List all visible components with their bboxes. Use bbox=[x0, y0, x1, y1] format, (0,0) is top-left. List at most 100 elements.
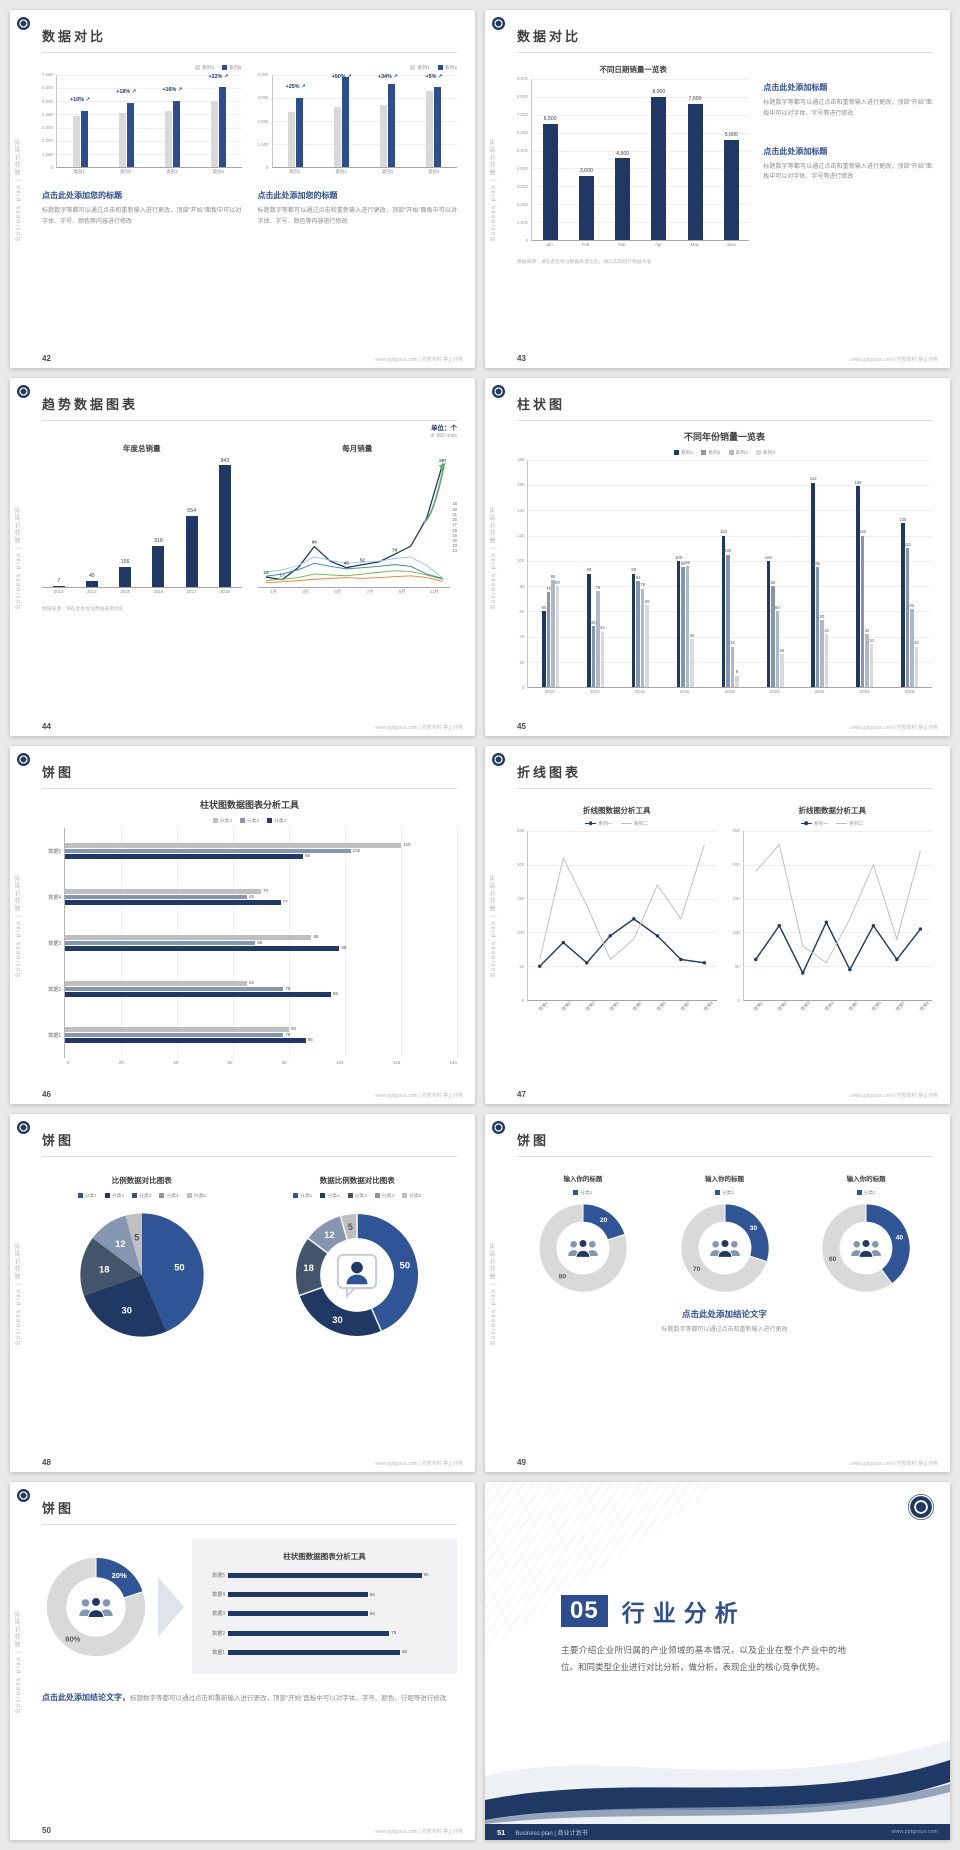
slide-title: 折线图表 bbox=[517, 765, 582, 780]
arrow-funnel-shape bbox=[158, 1576, 184, 1637]
brand-logo-icon bbox=[492, 385, 505, 398]
svg-text:52: 52 bbox=[359, 558, 365, 563]
chart-legend: 系列1 系列2 bbox=[42, 64, 242, 71]
unit-main: 单位：个 bbox=[431, 425, 457, 432]
footer-note: www.pptgroux.com | 内部资料 禁止外传 bbox=[850, 357, 938, 363]
block-body: 标题数字等都可以通过点击和重新输入进行更改，顶部“开始”面板中可以对字体、字号、… bbox=[42, 208, 242, 225]
section-content: 05 行业分析 主要介绍企业所归属的产业领域的基本情况，以及企业在整个产业中的地… bbox=[561, 1594, 861, 1675]
data-source-note: 数据来源：请在此处标注数据来源出处 bbox=[42, 607, 124, 612]
side-watermark: Business plan | 商业计划书 bbox=[16, 137, 22, 241]
slide-44-content: 趋势数据图表 单位：个 in '000 units 年度总销量 7 45 156 31… bbox=[42, 394, 457, 714]
slide-43-content: 数据对比 不同日期销量一览表 9,000 8,000 7,000 6,000 5,000… bbox=[517, 26, 932, 346]
svg-text:23: 23 bbox=[263, 570, 269, 575]
block-body: 标题数字等都可以通过点击和重新输入进行更改，顶部“开始”面板中可以对字体、字号等… bbox=[763, 163, 932, 181]
svg-text:80%: 80% bbox=[65, 1634, 80, 1643]
svg-text:20%: 20% bbox=[112, 1570, 127, 1579]
yearly-grouped-bar-chart: 180 160 140 120 100 80 60 40 20 0 60 75 85 80 90 48 76 44… bbox=[517, 457, 932, 698]
chart-legend: 分类1 分类2 分类3 分类4 分类5 bbox=[42, 1192, 242, 1199]
title-divider bbox=[42, 788, 457, 789]
brand-logo-icon bbox=[492, 17, 505, 30]
svg-text:12: 12 bbox=[324, 1230, 334, 1240]
slide-49: Business plan | 商业计划书 饼图 输入你的标题 分类1 20 80… bbox=[485, 1114, 950, 1472]
page-number: 46 bbox=[42, 1090, 51, 1099]
svg-text:60: 60 bbox=[829, 1256, 837, 1263]
slide-48-content: 饼图 比例数据对比图表 分类1 分类2 分类3 分类4 分类5 50 30 18 12 5 数据… bbox=[42, 1130, 457, 1450]
slide-title: 饼图 bbox=[42, 1133, 75, 1148]
side-watermark: Business plan | 商业计划书 bbox=[16, 873, 22, 977]
chart-title: 输入你的标题 bbox=[563, 1176, 603, 1183]
chart-title: 年度总销量 bbox=[123, 444, 161, 453]
people-icon bbox=[77, 1595, 116, 1619]
slide-45-content: 柱状图 不同年份销量一览表 系列1 系列2 系列3 系列4 180 160 140 120 1… bbox=[517, 394, 932, 714]
slide-47: Business plan | 商业计划书 折线图表 折线图数据分析工具 系列一… bbox=[485, 746, 950, 1104]
page-number: 43 bbox=[517, 354, 526, 363]
svg-text:40: 40 bbox=[896, 1235, 904, 1242]
page-number: 50 bbox=[42, 1826, 51, 1835]
line-chart-right: 250 200 150 100 50 0 数据1 数据2 数据3 数据4 数据5 数据6 数据7 数据8 bbox=[733, 828, 932, 1016]
chart-title: 柱状图数据图表分析工具 bbox=[283, 1552, 366, 1561]
block-body: 标题数字等都可以通过点击和重新输入进行更改，顶部“开始”面板中可以对字体、字号、… bbox=[257, 208, 458, 225]
text-block: 点击此处添加标题 标题数字等都可以通过点击和重新输入进行更改，顶部“开始”面板中… bbox=[763, 146, 932, 184]
person-chat-icon bbox=[333, 1251, 381, 1299]
footer-note: www.pptgroux.com | 内部资料 禁止外传 bbox=[850, 1093, 938, 1099]
people-icon bbox=[566, 1237, 601, 1258]
side-watermark: Business plan | 商业计划书 bbox=[491, 1241, 497, 1345]
text-block: 点击此处添加标题 标题数字等都可以通过点击和重新输入进行更改，顶部“开始”面板中… bbox=[763, 82, 932, 120]
chart-title: 折线图数据分析工具 bbox=[798, 806, 867, 815]
side-watermark: Business plan | 商业计划书 bbox=[16, 505, 22, 609]
svg-text:5: 5 bbox=[134, 1232, 139, 1242]
chart-title: 比例数据对比图表 bbox=[111, 1176, 172, 1185]
donut-chart: 20% 80% bbox=[42, 1553, 150, 1661]
section-footer-bar: 51 Business plan | 商业计划书 www.pptgroux.co… bbox=[485, 1824, 950, 1840]
slide-47-content: 折线图表 折线图数据分析工具 系列一 系列二 250 200 150 100 50 0 数据1… bbox=[517, 762, 932, 1082]
donut-chart: 50 30 18 12 5 bbox=[290, 1208, 424, 1342]
title-divider bbox=[517, 788, 932, 789]
donut-chart-3: 40 60 bbox=[818, 1200, 914, 1296]
page-number: 45 bbox=[517, 722, 526, 731]
svg-text:70: 70 bbox=[692, 1266, 700, 1273]
title-divider bbox=[517, 1156, 932, 1157]
footer-note: www.pptgroux.com | 内部资料 禁止外传 bbox=[375, 1093, 463, 1099]
svg-text:76: 76 bbox=[392, 547, 398, 552]
brand-logo-icon bbox=[17, 385, 30, 398]
conclusion-block: 点击此处添加结论文字 标题数字等都可以通过点击和重新输入进行更改 bbox=[517, 1308, 932, 1333]
side-watermark: Business plan | 商业计划书 bbox=[491, 505, 497, 609]
brand-logo-icon bbox=[17, 753, 30, 766]
slide-title: 饼图 bbox=[517, 1133, 550, 1148]
footer-note: www.pptgroux.com | 内部资料 禁止外传 bbox=[375, 725, 463, 731]
svg-text:287: 287 bbox=[438, 458, 446, 463]
title-divider bbox=[42, 420, 457, 421]
page-number: 49 bbox=[517, 1458, 526, 1467]
slide-title: 饼图 bbox=[42, 1501, 75, 1516]
grouped-bar-chart-left: 7,000 6,000 5,000 4,000 3,000 2,000 1,000 0 +10%… bbox=[42, 72, 242, 178]
side-watermark: Business plan | 商业计划书 bbox=[16, 1609, 22, 1713]
line-chart-left: 250 200 150 100 50 0 数据1 数据2 数据3 数据4 数据5 数据6 数据7 数据8 bbox=[517, 828, 717, 1016]
title-divider bbox=[42, 1524, 457, 1525]
svg-text:30: 30 bbox=[333, 1315, 343, 1325]
slide-title: 趋势数据图表 bbox=[42, 397, 139, 412]
footer-note: www.pptgroux.com | 内部资料 禁止外传 bbox=[850, 725, 938, 731]
footer-note: www.pptgroux.com | 内部资料 禁止外传 bbox=[375, 1829, 463, 1835]
footer-note: www.pptgroux.com | 内部资料 禁止外传 bbox=[850, 1461, 938, 1467]
conclusion-heading: 点击此处添加结论文字 bbox=[681, 1309, 767, 1319]
svg-text:30: 30 bbox=[749, 1225, 757, 1232]
chart-legend: 分类1 bbox=[714, 1189, 734, 1196]
brand-logo-icon bbox=[908, 1494, 934, 1520]
page-number: 51 bbox=[497, 1827, 506, 1837]
chart-title: 不同年份销量一览表 bbox=[683, 432, 765, 442]
chart-legend: 分类1 bbox=[573, 1189, 592, 1196]
bar-panel: 柱状图数据图表分析工具 数据5 数据4 数据3 数据2 数据1 90 65 65 75 80 bbox=[192, 1539, 457, 1674]
chart-legend: 系列一 系列二 bbox=[517, 820, 717, 827]
title-divider bbox=[42, 1156, 457, 1157]
donut-chart-2: 30 70 bbox=[677, 1200, 773, 1296]
svg-text:80: 80 bbox=[558, 1274, 566, 1281]
slide-title: 数据对比 bbox=[517, 29, 582, 44]
title-divider bbox=[517, 420, 932, 421]
svg-text:30: 30 bbox=[121, 1305, 131, 1315]
people-icon bbox=[707, 1237, 742, 1258]
brand-logo-icon bbox=[17, 1121, 30, 1134]
page-number: 44 bbox=[42, 722, 51, 731]
sales-bar-chart: 9,000 8,000 7,000 6,000 5,000 4,000 3,000 2,000… bbox=[517, 76, 750, 251]
chart-title: 输入你的标题 bbox=[705, 1176, 744, 1183]
footer-url: www.pptgroux.com bbox=[891, 1829, 938, 1835]
